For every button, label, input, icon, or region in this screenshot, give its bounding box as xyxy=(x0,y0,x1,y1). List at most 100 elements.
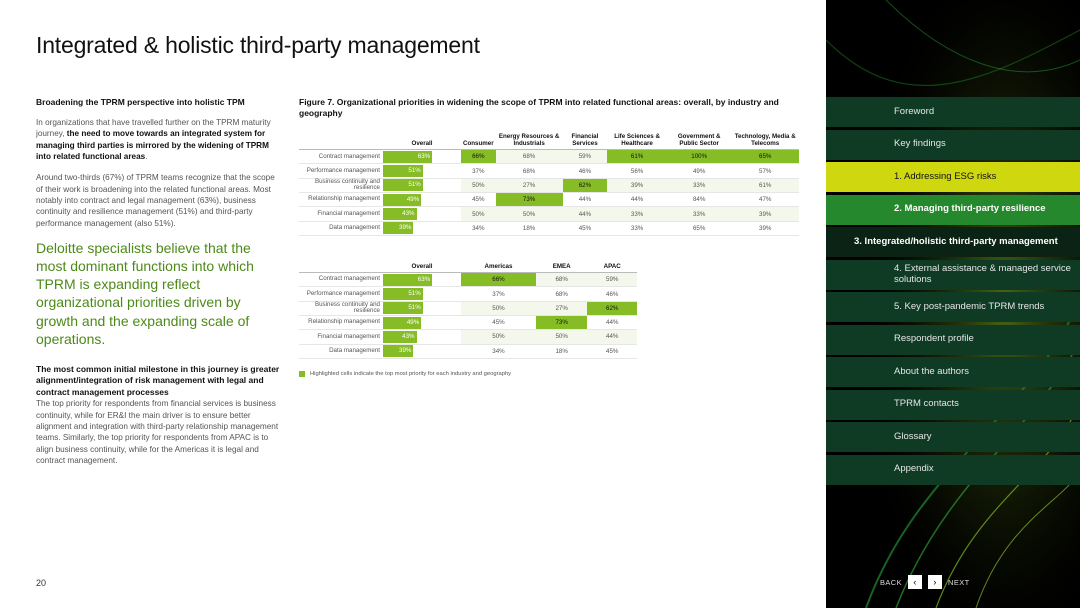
data-cell: 50% xyxy=(461,329,536,345)
data-cell: 18% xyxy=(535,344,588,359)
back-button[interactable]: ‹ xyxy=(908,575,923,589)
column-header: Overall xyxy=(383,131,461,151)
nav-item-key-post-pandemic-tprm-trends[interactable]: 5. Key post-pandemic TPRM trends xyxy=(826,292,1080,322)
table-row: Business continuity and resilience 51% 50%… xyxy=(299,301,637,316)
column-header: Government & Public Sector xyxy=(666,131,732,151)
overall-bar-track: 49% xyxy=(383,316,461,329)
column-header: Overall xyxy=(383,261,461,274)
overall-bar-cell: 63% xyxy=(383,149,461,165)
overall-bar-track: 51% xyxy=(383,179,461,192)
data-cell: 33% xyxy=(666,178,732,194)
table-header-row: Overall Consumer Energy Resources & Indust… xyxy=(299,131,799,151)
table-row: Business continuity and resilience 51% 50%… xyxy=(299,178,799,194)
table-header-row: Overall Americas EMEA APAC xyxy=(299,261,637,274)
nav-item-glossary[interactable]: Glossary xyxy=(826,422,1080,452)
nav-item-label: Foreword xyxy=(894,105,935,117)
data-cell: 50% xyxy=(461,301,536,316)
intro-paragraph-bold: the need to move towards an integrated s… xyxy=(36,129,269,161)
row-label: Performance management xyxy=(299,163,383,179)
nav-item-label: About the authors xyxy=(894,365,969,377)
data-cell: 50% xyxy=(461,178,496,194)
column-header: EMEA xyxy=(535,261,588,274)
overall-bar-track: 43% xyxy=(383,330,461,343)
nav-item-integrated-holistic-third-party-management[interactable]: 3. Integrated/holistic third-party manag… xyxy=(826,227,1080,257)
overall-bar-cell: 39% xyxy=(383,344,461,359)
data-cell: 33% xyxy=(607,221,667,236)
next-button[interactable]: › xyxy=(928,575,943,589)
data-cell: 66% xyxy=(461,149,496,165)
overall-bar-cell: 63% xyxy=(383,272,461,288)
side-navigation-panel: Foreword Key findings 1. Addressing ESG ri… xyxy=(826,0,1080,608)
intro-paragraph-end: . xyxy=(145,151,148,161)
table-row: Relationship management 49% 45% 73% 44% xyxy=(299,315,637,331)
data-cell: 37% xyxy=(461,286,536,302)
overall-bar-value: 51% xyxy=(406,302,423,315)
nav-item-addressing-esg-risks[interactable]: 1. Addressing ESG risks xyxy=(826,162,1080,192)
data-cell: 33% xyxy=(607,206,667,222)
overall-bar-cell: 51% xyxy=(383,301,461,316)
nav-item-label: 4. External assistance & managed service… xyxy=(894,262,1071,285)
chevron-right-icon: › xyxy=(933,577,937,587)
nav-item-managing-third-party-resilience[interactable]: 2. Managing third-party resilience xyxy=(826,194,1080,225)
row-label: Contract management xyxy=(299,272,383,288)
section-subheading: Broadening the TPRM perspective into hol… xyxy=(36,97,245,107)
nav-item-foreword[interactable]: Foreword xyxy=(826,97,1080,127)
overall-bar-cell: 49% xyxy=(383,315,461,331)
nav-item-about-the-authors[interactable]: About the authors xyxy=(826,357,1080,387)
nav-item-label: 2. Managing third-party resilience xyxy=(894,203,1046,215)
page-title: Integrated & holistic third-party manage… xyxy=(36,32,480,58)
data-cell: 49% xyxy=(666,163,732,179)
data-cell: 73% xyxy=(535,315,588,331)
intro-column: Broadening the TPRM perspective into hol… xyxy=(36,97,280,466)
row-label: Relationship management xyxy=(299,192,383,208)
scope-paragraph: Around two-thirds (67%) of TPRM teams re… xyxy=(36,173,275,228)
nav-item-appendix[interactable]: Appendix xyxy=(826,454,1080,485)
data-cell: 39% xyxy=(731,206,799,222)
page-number: 20 xyxy=(36,578,47,588)
nav-item-tprm-contacts[interactable]: TPRM contacts xyxy=(826,389,1080,420)
data-cell: 65% xyxy=(731,149,799,165)
intro-paragraph-text: In organizations that have travelled fur… xyxy=(36,118,271,139)
pager: BACK ‹ › NEXT xyxy=(880,575,970,589)
column-header: Technology, Media & Telecoms xyxy=(731,131,799,151)
column-header: Life Sciences & Healthcare xyxy=(607,131,667,151)
data-cell: 27% xyxy=(535,301,588,316)
overall-bar-track: 39% xyxy=(383,345,461,358)
nav-item-label: TPRM contacts xyxy=(894,398,959,410)
industry-table: Overall Consumer Energy Resources & Indust… xyxy=(299,131,799,236)
data-cell: 65% xyxy=(666,221,732,236)
nav-item-respondent-profile[interactable]: Respondent profile xyxy=(826,324,1080,355)
data-cell: 45% xyxy=(587,344,637,359)
nav-item-key-findings[interactable]: Key findings xyxy=(826,129,1080,160)
data-cell: 57% xyxy=(731,163,799,179)
table-row: Data management 39% 34% 18% 45% 33% 65% 39% xyxy=(299,221,799,236)
legend-swatch xyxy=(299,370,305,377)
overall-bar-track: 51% xyxy=(383,165,461,178)
data-cell: 61% xyxy=(731,178,799,194)
row-label: Financial management xyxy=(299,206,383,222)
table-row: Relationship management 49% 45% 73% 44% 44% 84… xyxy=(299,192,799,208)
table-row: Financial management 43% 50% 50% 44% 33% 33% 39… xyxy=(299,206,799,222)
data-cell: 45% xyxy=(461,192,496,208)
data-cell: 66% xyxy=(461,272,536,288)
overall-bar-value: 63% xyxy=(415,150,433,163)
nav-item-label: Glossary xyxy=(894,430,932,442)
row-label: Performance management xyxy=(299,286,383,302)
milestone-paragraph: The top priority for respondents from fi… xyxy=(36,399,279,465)
header-blank xyxy=(299,131,383,151)
nav-item-external-assistance-managed-service-solutions[interactable]: 4. External assistance & managed service… xyxy=(826,259,1080,290)
nav-item-label: Respondent profile xyxy=(894,333,974,345)
overall-bar-track: 63% xyxy=(383,150,461,163)
back-label: BACK xyxy=(880,577,903,587)
overall-bar-value: 51% xyxy=(406,179,423,192)
column-header: Financial Services xyxy=(562,131,608,151)
nav-item-label: 3. Integrated/holistic third-party manag… xyxy=(854,235,1058,247)
data-cell: 62% xyxy=(587,301,637,316)
overall-bar-track: 43% xyxy=(383,208,461,221)
data-cell: 46% xyxy=(562,163,608,179)
figure-title: Figure 7. Organizational priorities in w… xyxy=(299,97,779,119)
row-label: Business continuity and resilience xyxy=(299,301,383,316)
pull-quote: Deloitte specialists believe that the mo… xyxy=(36,239,254,347)
data-cell: 44% xyxy=(562,192,608,208)
data-cell: 39% xyxy=(731,221,799,236)
